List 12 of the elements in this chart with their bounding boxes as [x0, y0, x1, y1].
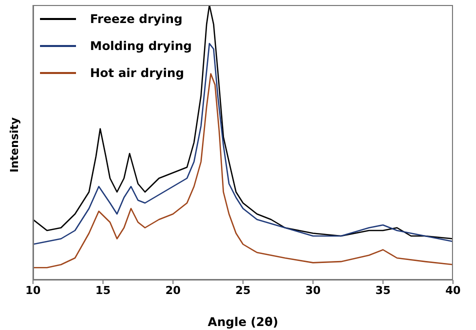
legend-label: Molding drying [90, 38, 192, 52]
x-tick-label: 10 [25, 284, 41, 297]
y-axis-title: Intensity [8, 117, 21, 172]
legend-label: Hot air drying [90, 66, 184, 80]
x-tick-label: 30 [305, 284, 321, 297]
x-axis-title: Angle (2θ) [208, 315, 278, 329]
x-tick-label: 15 [95, 284, 111, 297]
x-tick-label: 40 [445, 284, 461, 297]
x-tick-label: 35 [375, 284, 391, 297]
x-tick-label: 25 [235, 284, 251, 297]
x-tick-label: 20 [165, 284, 181, 297]
legend-label: Freeze drying [90, 12, 183, 26]
